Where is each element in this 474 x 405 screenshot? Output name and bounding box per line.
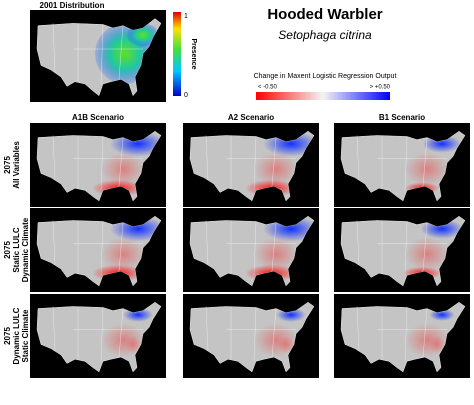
map-shading [254, 152, 298, 187]
row-label: Static Climate [21, 309, 30, 362]
column-header: A1B Scenario [72, 113, 124, 122]
map-shading [254, 237, 298, 272]
colorbar-min: 0 [184, 92, 188, 99]
state-border [52, 23, 56, 73]
state-border [52, 306, 56, 351]
us-map [340, 301, 466, 373]
state-border [52, 220, 56, 265]
state-border [422, 308, 428, 358]
colorbar-label: Presence [190, 38, 197, 69]
state-border [100, 136, 104, 191]
state-border [271, 308, 277, 358]
state-border [404, 221, 408, 276]
state-border [404, 307, 408, 362]
row-label: Dynamic Climate [21, 217, 30, 282]
column-header: B1 Scenario [379, 113, 425, 122]
state-border [100, 221, 104, 276]
row-label: 2075 [3, 327, 12, 345]
state-border [100, 307, 104, 362]
presence-colorbar [173, 12, 181, 96]
map-shading [405, 152, 449, 187]
map-shading [101, 152, 145, 187]
map-shading [278, 336, 294, 353]
inset-title: 2001 Distribution [40, 1, 105, 10]
row-label: Dynamic LULC [12, 307, 21, 364]
state-border [422, 222, 428, 272]
state-border [253, 221, 257, 276]
map-overlay [405, 308, 455, 358]
state-border [118, 222, 124, 272]
state-border [356, 135, 360, 180]
map-shading [429, 336, 445, 353]
state-border [356, 220, 360, 265]
map-shading [405, 237, 449, 272]
state-border [422, 137, 428, 187]
column-header: A2 Scenario [228, 113, 274, 122]
colorbar-max: 1 [184, 13, 188, 20]
state-border [205, 135, 209, 180]
legend-high: > +0.50 [370, 85, 391, 91]
legend-gradient [256, 92, 390, 100]
row-label: All Variables [12, 141, 21, 189]
map-shading [125, 336, 141, 353]
legend-title: Change in Maxent Logistic Regression Out… [254, 73, 397, 80]
title: Hooded Warbler [267, 6, 382, 23]
legend-low: < -0.50 [258, 85, 278, 91]
state-border [271, 137, 277, 187]
state-border [253, 136, 257, 191]
subtitle: Setophaga citrina [278, 28, 372, 42]
state-border [52, 135, 56, 180]
row-label: 2075 [3, 156, 12, 174]
state-border [100, 24, 104, 85]
state-border [253, 307, 257, 362]
state-border [205, 220, 209, 265]
state-border [404, 136, 408, 191]
row-label: 2075 [3, 241, 12, 259]
state-border [205, 306, 209, 351]
us-map [189, 130, 315, 202]
row-label: Static LULC [12, 227, 21, 273]
state-border [271, 222, 277, 272]
state-border [118, 137, 124, 187]
state-border [356, 306, 360, 351]
state-border [118, 308, 124, 358]
map-shading [101, 237, 145, 272]
state-border [118, 25, 124, 80]
